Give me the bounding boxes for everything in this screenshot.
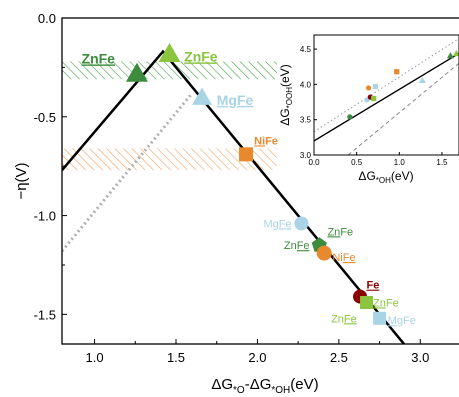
inset-data-point	[347, 114, 353, 120]
inset-data-point	[371, 95, 377, 102]
inset-frame	[313, 34, 459, 156]
inset-x-tick-label: 0.5	[351, 158, 363, 167]
inset-points	[347, 50, 459, 120]
point-label: MgFe	[388, 315, 416, 327]
hatched-bands	[62, 61, 277, 171]
point-label: ZnFe	[373, 297, 399, 309]
point-label: MgFe	[264, 218, 292, 230]
data-point	[294, 216, 309, 231]
point-label: ZnFe	[327, 226, 353, 238]
x-tick-label: 2.5	[330, 350, 348, 365]
point-label: MgFe	[217, 92, 254, 108]
hatched-band	[62, 61, 201, 80]
x-tick-label: 1.0	[86, 350, 104, 365]
data-point	[316, 245, 332, 261]
inset-lines	[314, 38, 459, 155]
data-point	[192, 87, 213, 105]
point-label: ZnFe	[82, 50, 116, 66]
inset-data-point	[446, 52, 454, 59]
inset-data-point	[452, 50, 459, 57]
data-point	[239, 147, 254, 162]
data-point	[158, 42, 181, 63]
inset-x-tick-label: 1.0	[394, 158, 406, 167]
point-labels: ZnFe ZnFe MgFe NiFe MgFe ZnFe ZnFe NiFe Fe ZnFe Zn…	[82, 48, 416, 327]
data-point	[360, 296, 374, 310]
inset-fit-line	[314, 52, 459, 142]
data-point	[125, 62, 148, 82]
point-label: ZnFe	[284, 240, 310, 252]
inset-y-tick-label: 3.5	[300, 116, 312, 125]
x-axis-label: ΔG*O-ΔG*OH(eV)	[211, 376, 318, 396]
x-tick-label: 1.5	[167, 350, 185, 365]
dotted-reference-line	[62, 92, 194, 253]
hatched-band	[62, 148, 201, 171]
point-label: ZnFe	[331, 313, 357, 325]
y-tick-label: -1.5	[34, 307, 56, 322]
y-tick-label: -0.5	[34, 110, 56, 125]
inset-y-axis-label: ΔG*OOH(eV)	[278, 64, 294, 125]
inset-data-point	[418, 76, 426, 83]
inset-x-tick-label: 1.5	[436, 158, 448, 167]
y-tick-label: -1.0	[34, 209, 56, 224]
point-label: NiFe	[254, 135, 278, 147]
inset-data-point	[364, 97, 370, 103]
y-axis-label: −η(V)	[13, 162, 30, 199]
point-label: NiFe	[332, 252, 355, 264]
data-point	[373, 311, 387, 325]
inset-data-point	[365, 85, 372, 91]
inset-y-tick-label: 4.0	[300, 80, 312, 89]
inset-x-tick-label: 0.0	[308, 158, 320, 167]
point-label: Fe	[367, 280, 380, 292]
inset-dashed-line	[347, 62, 459, 155]
x-tick-label: 3.0	[411, 350, 429, 365]
axes: 1.0 1.5 2.0 2.5 3.00.0-0.5-1.0-1.5	[34, 11, 430, 365]
inset-y-tick-label: 3.0	[300, 151, 312, 160]
data-points	[125, 42, 387, 325]
inset-y-tick-label: 4.5	[300, 45, 312, 54]
hatched-band	[200, 148, 277, 171]
inset-data-point	[394, 69, 400, 75]
inset-axes: 0.0 0.5 1.0 1.5 3.0 3.5 4.0 4.5	[300, 45, 448, 167]
inset-chart: 0.0 0.5 1.0 1.5 3.0 3.5 4.0 4.5 ΔG*OH(eV) ΔG*OO…	[278, 34, 459, 185]
inset-dotted-line	[314, 38, 459, 133]
x-tick-label: 2.0	[248, 350, 266, 365]
y-tick-label: 0.0	[38, 11, 56, 26]
inset-data-point	[372, 83, 379, 90]
plot-frame	[61, 17, 459, 345]
inset-x-axis-label: ΔG*OH(eV)	[358, 169, 413, 185]
hatched-band	[200, 61, 277, 80]
point-label: ZnFe	[184, 48, 218, 64]
inset-plot-area	[314, 35, 459, 155]
